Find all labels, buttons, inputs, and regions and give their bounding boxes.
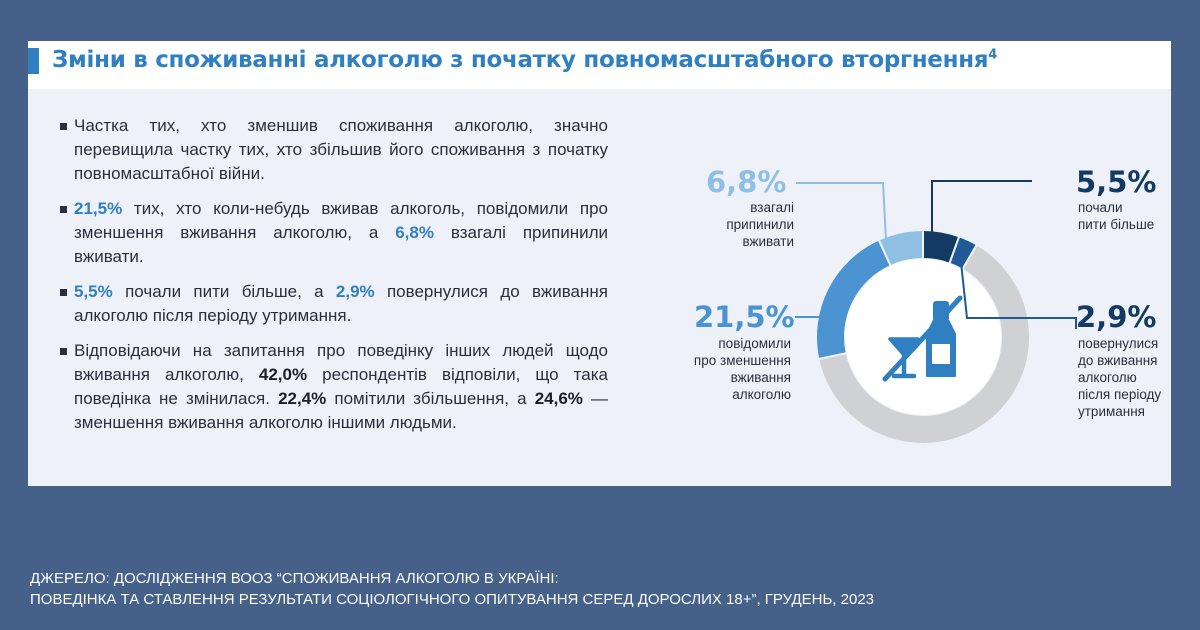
bullet-4-value-1: 42,0% [258,365,308,384]
returned-label: повернулися до вживання алкоголю після п… [1078,335,1161,420]
returned-label-line-1: повернулися [1078,336,1159,351]
stopped-label-line-1: взагалі [750,200,794,215]
bullet-4-text-2: респондентів відповіли, що така поведінк… [74,365,608,408]
bullet-3-value-2: 2,9% [335,282,375,301]
increased-pct: 5,5% [1076,165,1157,199]
bullet-item-3: 5,5% почали пити більше, а 2,9% повернул… [60,280,608,328]
bullet-item-2: 21,5% тих, хто коли-небудь вживав алкого… [60,197,608,269]
infographic-card: Зміни в споживанні алкоголю з початку по… [28,41,1171,486]
reduced-label: повідомили про зменшення вживання алкого… [646,335,791,403]
donut-chart-svg [795,180,1077,445]
bullet-3-text-1: почали пити більше, а [112,282,336,301]
leader-line-returned [959,252,1077,329]
returned-label-line-2: до вживання [1078,353,1158,368]
page-title: Зміни в споживанні алкоголю з початку по… [52,47,997,73]
donut-chart: 6,8% взагалі припинили вживати 5,5% поча… [618,106,1178,476]
stopped-label: взагалі припинили вживати [684,199,794,250]
bullet-4-value-2: 22,4% [278,389,327,408]
bullet-1-text: Частка тих, хто зменшив споживання алког… [74,116,608,183]
bullet-2-value-1: 21,5% [74,199,123,218]
source-line-2: ПОВЕДІНКА ТА СТАВЛЕННЯ РЕЗУЛЬТАТИ СОЦІОЛ… [30,591,875,608]
returned-pct: 2,9% [1076,300,1157,334]
glass-bowl [888,337,920,357]
bullet-2-value-2: 6,8% [395,223,434,242]
reduced-label-line-4: алкоголю [732,387,791,402]
increased-label-line-2: пити більше [1078,217,1155,232]
returned-label-line-5: утримання [1078,404,1145,419]
increased-label: почали пити більше [1078,199,1154,233]
bullet-list: Частка тих, хто зменшив споживання алког… [60,114,608,446]
bullet-2-text-1: тих, хто коли-небудь вживав алкоголь, по… [74,199,608,242]
title-bar: Зміни в споживанні алкоголю з початку по… [28,41,1171,89]
bullet-2-text-2: взагалі припинили вживати. [74,223,608,266]
reduced-label-line-1: повідомили [718,336,791,351]
leader-lines [795,180,1077,329]
title-text: Зміни в споживанні алкоголю з початку по… [52,47,989,73]
bullet-4-text-3: помітили збільшення, а [326,389,535,408]
bullet-3-value-1: 5,5% [74,282,113,301]
source-note: ДЖЕРЕЛО: ДОСЛІДЖЕННЯ ВООЗ “СПОЖИВАННЯ АЛ… [30,568,874,610]
reduced-pct: 21,5% [694,300,795,334]
bullet-4-value-3: 24,6% [534,389,583,408]
bullet-item-4: Відповідаючи на запитання про поведінку … [60,339,608,435]
leader-line-increased [931,180,1032,235]
title-footnote: 4 [988,47,998,63]
no-alcohol-icon [882,295,963,382]
bottle-label [932,344,950,364]
increased-label-line-1: почали [1078,200,1123,215]
stopped-pct: 6,8% [706,165,787,199]
leader-line-stopped [796,182,887,241]
source-line-1: ДЖЕРЕЛО: ДОСЛІДЖЕННЯ ВООЗ “СПОЖИВАННЯ АЛ… [30,570,559,587]
returned-label-line-3: алкоголю [1078,370,1137,385]
stopped-label-line-2: припинили [726,217,794,232]
title-accent [28,48,39,74]
bullet-item-1: Частка тих, хто зменшив споживання алког… [60,114,608,186]
reduced-label-line-2: про зменшення [693,353,791,368]
stopped-label-line-3: вживати [742,234,794,249]
reduced-label-line-3: вживання [730,370,791,385]
bullet-4-text-4: — зменшення вживання алкоголю іншими люд… [74,389,609,432]
bullet-3-text-2: повернулися до вживання алкоголю після п… [74,282,608,325]
returned-label-line-4: після періоду [1078,387,1162,402]
prohibition-slash [882,295,963,382]
bullet-4-text-1: Відповідаючи на запитання про поведінку … [74,341,608,384]
